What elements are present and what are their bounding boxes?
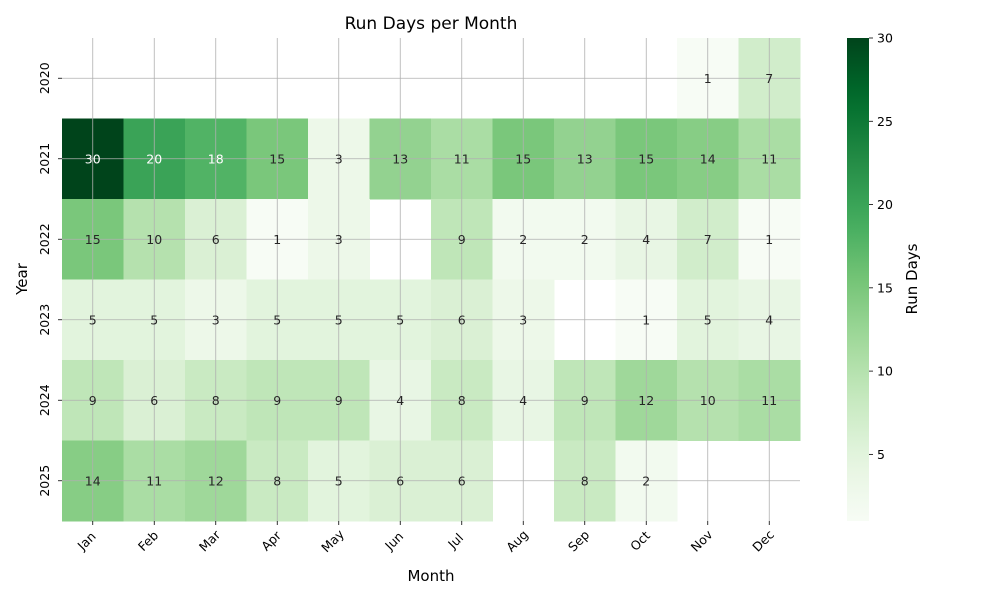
cell-value-label: 12	[208, 473, 224, 488]
colorbar-tick-label: 5	[877, 447, 885, 462]
y-tick-label: 2022	[37, 223, 52, 255]
x-tick-label: Jul	[444, 530, 466, 552]
colorbar-tick-label: 20	[877, 197, 893, 212]
cell-value-label: 5	[273, 312, 281, 327]
cell-value-label: 7	[765, 71, 773, 86]
colorbar-tick-label: 30	[877, 31, 893, 46]
cell-value-label: 11	[454, 151, 470, 166]
cell-value-label: 1	[642, 312, 650, 327]
cell-value-label: 5	[335, 473, 343, 488]
cell-value-label: 1	[704, 71, 712, 86]
colorbar-tick-label: 25	[877, 114, 893, 129]
x-tick-label: Oct	[627, 528, 653, 554]
cell-value-label: 30	[85, 151, 101, 166]
colorbar-ticks: 5 10 15 20 25 30	[869, 31, 893, 462]
cell-value-label: 8	[212, 393, 220, 408]
cell-value-label: 4	[642, 232, 650, 247]
cell-value-label: 6	[150, 393, 158, 408]
cell-value-label: 4	[519, 393, 527, 408]
x-tick-label: Dec	[749, 527, 777, 555]
x-tick-label: Aug	[503, 527, 531, 555]
x-tick-label: Jun	[381, 529, 406, 554]
cell-value-label: 10	[700, 393, 716, 408]
x-tick-label: Apr	[258, 527, 285, 554]
cell-value-label: 8	[581, 473, 589, 488]
cell-value-label: 14	[700, 151, 716, 166]
x-tick-label: Nov	[688, 526, 716, 554]
cell-value-label: 11	[761, 151, 777, 166]
cell-value-label: 13	[392, 151, 408, 166]
cell-value-label: 14	[85, 473, 101, 488]
cell-value-label: 11	[761, 393, 777, 408]
cell-value-label: 7	[704, 232, 712, 247]
cell-value-label: 3	[335, 232, 343, 247]
cell-value-label: 1	[273, 232, 281, 247]
x-tick-label: Feb	[135, 528, 161, 554]
cell-value-label: 2	[642, 473, 650, 488]
cell-value-label: 9	[581, 393, 589, 408]
chart-title: Run Days per Month	[345, 14, 518, 34]
y-tick-label: 2024	[37, 384, 52, 416]
x-axis-label: Month	[407, 567, 454, 585]
cell-value-label: 3	[335, 151, 343, 166]
cell-value-label: 5	[704, 312, 712, 327]
y-tick-label: 2023	[37, 304, 52, 336]
cell-value-label: 5	[396, 312, 404, 327]
x-tick-label: May	[318, 526, 347, 555]
colorbar-tick-label: 15	[877, 280, 893, 295]
cell-value-label: 8	[458, 393, 466, 408]
y-tick-label: 2025	[37, 465, 52, 497]
cell-value-label: 11	[146, 473, 162, 488]
cell-value-label: 2	[519, 232, 527, 247]
cell-value-label: 12	[638, 393, 654, 408]
x-tick-label: Sep	[565, 527, 592, 554]
cell-value-label: 9	[89, 393, 97, 408]
cell-value-label: 1	[765, 232, 773, 247]
y-axis-label: Year	[13, 262, 31, 296]
cell-value-label: 15	[638, 151, 654, 166]
cell-value-label: 8	[273, 473, 281, 488]
cell-value-label: 10	[146, 232, 162, 247]
colorbar-tick-label: 10	[877, 364, 893, 379]
cell-value-label: 5	[335, 312, 343, 327]
y-tick-label: 2021	[37, 143, 52, 175]
cell-value-label: 5	[150, 312, 158, 327]
cell-value-label: 9	[335, 393, 343, 408]
colorbar-label: Run Days	[903, 243, 921, 314]
cell-value-label: 18	[208, 151, 224, 166]
cell-value-label: 15	[85, 232, 101, 247]
cell-value-label: 6	[458, 473, 466, 488]
cell-value-label: 2	[581, 232, 589, 247]
cell-value-label: 15	[515, 151, 531, 166]
cell-value-label: 6	[212, 232, 220, 247]
x-tick-label: Jan	[74, 529, 99, 554]
cell-value-label: 13	[577, 151, 593, 166]
y-axis-ticks: 2020 2021 2022 2023 2024 2025	[37, 62, 62, 497]
colorbar	[847, 38, 869, 521]
cell-value-label: 20	[146, 151, 162, 166]
y-tick-label: 2020	[37, 62, 52, 94]
cell-value-label: 4	[765, 312, 773, 327]
cell-value-label: 9	[273, 393, 281, 408]
grid-lines	[62, 38, 800, 521]
cell-value-label: 3	[212, 312, 220, 327]
cell-value-label: 4	[396, 393, 404, 408]
x-tick-label: Mar	[196, 527, 224, 555]
cell-value-label: 9	[458, 232, 466, 247]
cell-value-label: 6	[396, 473, 404, 488]
x-axis-ticks: Jan Feb Mar Apr May Jun Jul Aug Sep Oct Nov Dec	[74, 521, 777, 555]
cell-value-label: 15	[269, 151, 285, 166]
heatmap-cells	[62, 38, 801, 522]
cell-value-label: 5	[89, 312, 97, 327]
cell-value-label: 6	[458, 312, 466, 327]
cell-value-label: 3	[519, 312, 527, 327]
